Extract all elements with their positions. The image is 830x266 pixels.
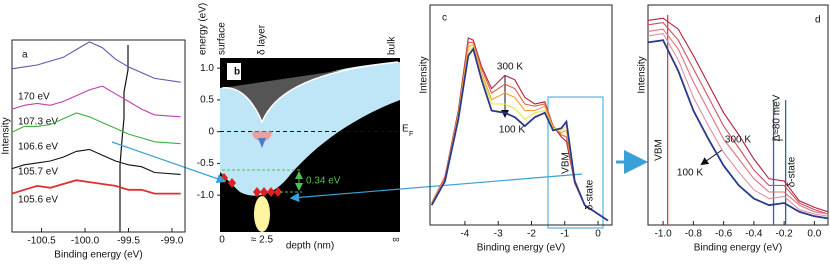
annotation: VBM bbox=[654, 139, 665, 161]
x-tick-label: -0.6 bbox=[715, 229, 733, 240]
x-tick-label: -0.8 bbox=[685, 229, 703, 240]
depth-label: 0 bbox=[219, 235, 225, 246]
spectrum-line bbox=[647, 17, 829, 213]
annotation: 100 K bbox=[677, 168, 703, 179]
x-tick-label: 0.0 bbox=[807, 229, 821, 240]
panel-label: c bbox=[442, 13, 447, 24]
annotation: 100 K bbox=[499, 125, 525, 136]
series-label: 105.6 eV bbox=[18, 195, 58, 206]
y-axis-label: energy (eV) bbox=[198, 3, 209, 55]
x-tick-label: -0.2 bbox=[776, 229, 794, 240]
y-axis-label: Intensity bbox=[419, 56, 430, 93]
spectrum-line bbox=[647, 33, 829, 217]
x-tick-label: -100.0 bbox=[71, 236, 100, 247]
region-label: surface bbox=[217, 22, 228, 55]
annotation: δ-state bbox=[585, 179, 596, 210]
x-tick-label: -2 bbox=[527, 229, 536, 240]
decorations bbox=[111, 45, 783, 232]
x-axis-label: Binding energy (eV) bbox=[477, 243, 565, 254]
annotation: 300 K bbox=[725, 135, 751, 146]
spectrum-line bbox=[11, 148, 181, 175]
x-tick-label: -99.5 bbox=[117, 236, 140, 247]
y-axis-label: Intensity bbox=[637, 56, 648, 93]
fermi-label: E bbox=[402, 124, 409, 135]
spectrum-line bbox=[11, 179, 181, 195]
x-tick-label: 0 bbox=[595, 229, 601, 240]
x-tick-label: -3 bbox=[494, 229, 503, 240]
y-tick-label: 1.0 bbox=[200, 63, 214, 74]
x-axis-label: Binding energy (eV) bbox=[694, 243, 782, 254]
x-tick-label: -100.5 bbox=[27, 236, 56, 247]
series-label: 105.7 eV bbox=[18, 167, 58, 178]
x-tick-label: -99.0 bbox=[161, 236, 184, 247]
spectrum-line bbox=[11, 41, 181, 83]
panel-label: b bbox=[234, 67, 240, 78]
x-axis-label: depth (nm) bbox=[286, 241, 334, 252]
x-tick-label: -1 bbox=[560, 229, 569, 240]
plot-frame bbox=[429, 4, 613, 226]
x-axis-label: Binding energy (eV) bbox=[54, 250, 142, 261]
depth-label: ∞ bbox=[392, 235, 399, 246]
spectrum-line bbox=[647, 22, 829, 215]
spectrum-line bbox=[11, 85, 181, 118]
annotation: Δ≈80 meV bbox=[772, 94, 783, 141]
y-axis-label: Intensity bbox=[1, 117, 12, 154]
region-label: δ layer bbox=[257, 24, 268, 55]
fermi-subscript: F bbox=[409, 131, 413, 138]
annotation: VBM bbox=[561, 152, 572, 174]
y-tick-label: 0 bbox=[208, 126, 214, 137]
annotation: 300 K bbox=[497, 62, 523, 73]
series-label: 107.3 eV bbox=[18, 117, 58, 128]
y-tick-label: 0.5 bbox=[200, 95, 214, 106]
annotation: δ-state bbox=[787, 156, 798, 187]
spectrum-line bbox=[11, 112, 181, 145]
y-tick-label: -0.5 bbox=[197, 158, 215, 169]
spectrum-line bbox=[430, 46, 609, 222]
spectrum-line bbox=[647, 28, 829, 215]
panel-label: a bbox=[22, 50, 28, 61]
region-label: bulk bbox=[387, 36, 398, 55]
spectrum-line bbox=[647, 39, 829, 220]
x-tick-label: -0.4 bbox=[745, 229, 763, 240]
plot-frame bbox=[647, 4, 829, 226]
series-label: 106.6 eV bbox=[18, 142, 58, 153]
x-tick-label: -4 bbox=[460, 229, 469, 240]
gap-label: 0.34 eV bbox=[306, 176, 341, 187]
band-diagram-art bbox=[220, 58, 400, 232]
y-tick-label: -1.0 bbox=[197, 190, 215, 201]
depth-label: ≈ 2.5 bbox=[251, 235, 274, 246]
panel-label: d bbox=[815, 15, 821, 26]
series-label: 170 eV bbox=[18, 92, 50, 103]
plot-frame bbox=[11, 39, 186, 233]
x-tick-label: -1.0 bbox=[655, 229, 673, 240]
